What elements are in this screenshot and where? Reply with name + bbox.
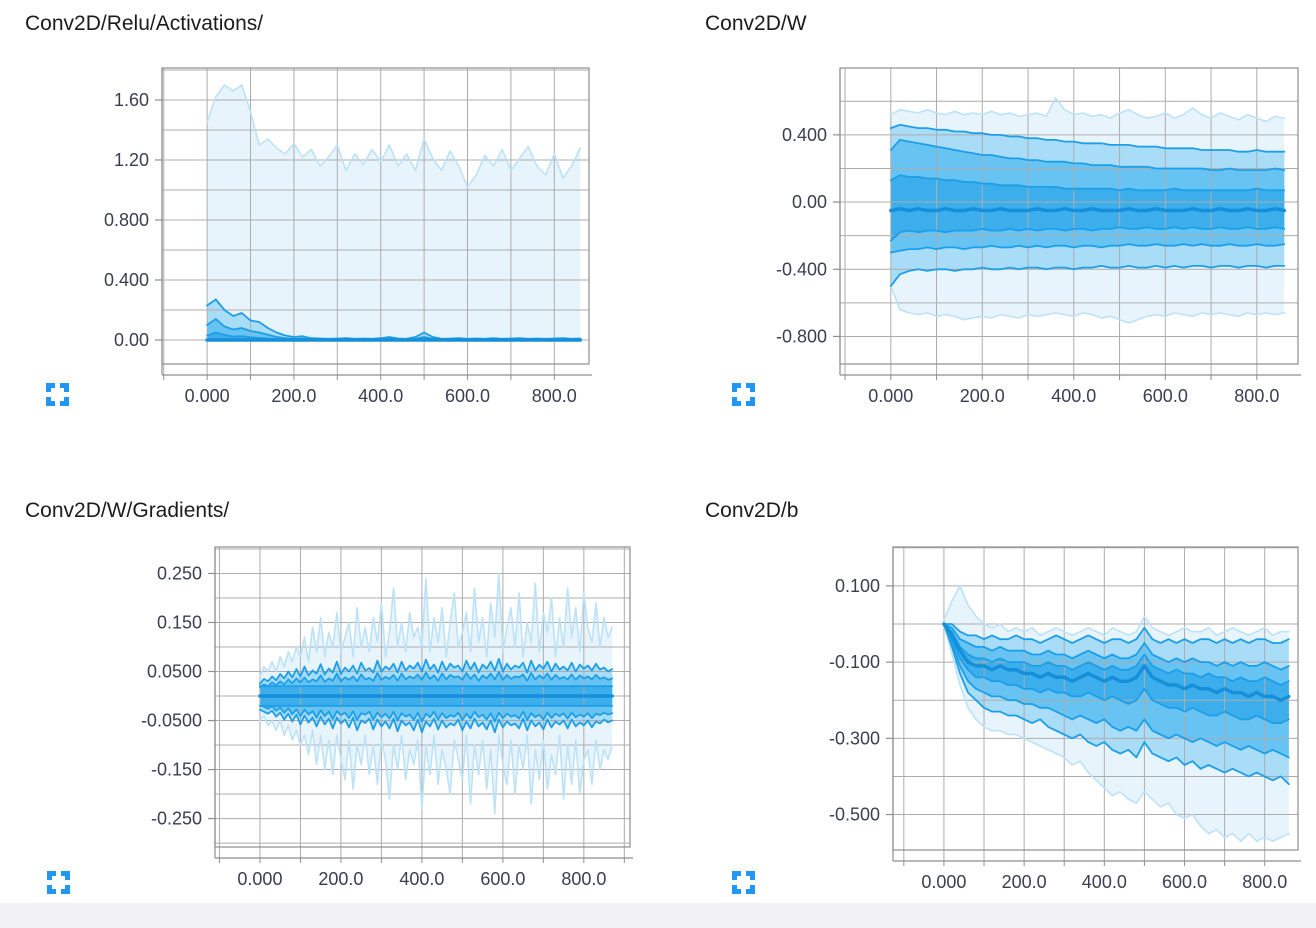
- x-tick-label: 600.0: [445, 386, 490, 406]
- expand-icon-corner: [47, 871, 56, 880]
- x-tick-label: 800.0: [1242, 872, 1287, 892]
- p16-line: [258, 704, 614, 723]
- y-tick-label: 0.400: [782, 125, 827, 145]
- chart-conv2d-relu-activations[interactable]: 0.00 0.400 0.800 1.20 1.60 0.000 200.0 400.0 600…: [104, 67, 592, 406]
- median-line: [942, 622, 1291, 702]
- p84-line: [258, 671, 614, 689]
- p93-line: [258, 657, 614, 685]
- x-tick-label: 600.0: [1143, 386, 1188, 406]
- x-tick-label: 800.0: [532, 386, 577, 406]
- median-line: [889, 207, 1287, 213]
- p69-line: [943, 623, 1290, 686]
- chart-title-conv2d-w-gradients: Conv2D/W/Gradients/: [25, 499, 230, 522]
- x-tick-label: 0.000: [185, 386, 230, 406]
- p84-line: [943, 623, 1290, 671]
- expand-icon-corner: [746, 885, 755, 894]
- y-tick-label: 0.400: [104, 270, 149, 290]
- expand-icon-corner: [746, 871, 755, 880]
- x-tick-label: 400.0: [1082, 872, 1127, 892]
- percentile-band-min-max: [207, 85, 581, 340]
- y-tick-label: 0.00: [792, 192, 827, 212]
- chart-title-conv2d-w: Conv2D/W: [705, 12, 807, 35]
- y-tick-label: -0.250: [151, 809, 202, 829]
- expand-icon[interactable]: [46, 383, 69, 406]
- expand-icon-corner: [732, 885, 741, 894]
- page-footer-strip: [0, 903, 1316, 928]
- p31-line: [889, 226, 1286, 242]
- expand-icon-corner: [60, 397, 69, 406]
- expand-icon-corner: [61, 885, 70, 894]
- y-tick-label: 0.250: [157, 563, 202, 583]
- y-tick-label: -0.300: [829, 728, 880, 748]
- y-tick-label: -0.500: [829, 805, 880, 825]
- x-tick-label: 200.0: [960, 386, 1005, 406]
- p07-line: [889, 264, 1286, 288]
- max-line: [259, 572, 614, 678]
- y-tick-label: 0.800: [104, 210, 149, 230]
- chart-conv2d-w[interactable]: 0.400 0.00 -0.400 -0.800 0.000 200.0 400.0 600.…: [776, 67, 1301, 406]
- x-tick-label: 600.0: [480, 869, 525, 889]
- expand-icon-corner: [732, 383, 741, 392]
- chart-title-conv2d-b: Conv2D/b: [705, 499, 799, 522]
- y-tick-label: 0.150: [157, 612, 202, 632]
- chart-conv2d-b[interactable]: 0.100 -0.100 -0.300 -0.500 0.000 200.0 400.0 60…: [829, 546, 1301, 892]
- expand-icon[interactable]: [732, 383, 755, 406]
- y-tick-label: -0.400: [776, 259, 827, 279]
- max-line: [206, 84, 582, 188]
- p07-line: [943, 623, 1290, 785]
- x-tick-label: 800.0: [561, 869, 606, 889]
- expand-icon-corner: [46, 383, 55, 392]
- x-tick-label: 0.000: [921, 872, 966, 892]
- x-tick-label: 200.0: [1002, 872, 1047, 892]
- x-tick-label: 200.0: [318, 869, 363, 889]
- expand-icon-corner: [732, 871, 741, 880]
- x-tick-label: 800.0: [1234, 386, 1279, 406]
- expand-icon[interactable]: [47, 871, 70, 894]
- y-tick-label: 1.60: [114, 90, 149, 110]
- p16-line: [943, 623, 1290, 759]
- x-tick-label: 600.0: [1162, 872, 1207, 892]
- y-tick-label: -0.800: [776, 326, 827, 346]
- x-tick-label: 400.0: [399, 869, 444, 889]
- x-tick-label: 400.0: [358, 386, 403, 406]
- chart-conv2d-w-gradients[interactable]: 0.250 0.150 0.0500 -0.0500 -0.150 -0.250 0.000…: [141, 546, 633, 889]
- expand-icon-corner: [746, 397, 755, 406]
- min-line: [889, 285, 1286, 324]
- chart-title-conv2d-relu-activations: Conv2D/Relu/Activations/: [25, 12, 264, 35]
- p84-line: [889, 138, 1286, 172]
- y-tick-label: 1.20: [114, 150, 149, 170]
- p31-line: [943, 623, 1290, 724]
- y-tick-label: -0.100: [829, 652, 880, 672]
- min-line: [259, 714, 614, 815]
- p69-line: [889, 174, 1286, 192]
- min-line: [943, 623, 1290, 843]
- y-tick-label: 0.100: [835, 576, 880, 596]
- x-tick-label: 0.000: [868, 386, 913, 406]
- expand-icon-corner: [47, 885, 56, 894]
- y-tick-label: 0.0500: [147, 662, 202, 682]
- expand-icon-corner: [61, 871, 70, 880]
- p16-line: [889, 243, 1286, 254]
- max-line: [943, 585, 1290, 637]
- expand-icon-corner: [746, 383, 755, 392]
- expand-icon-corner: [60, 383, 69, 392]
- y-tick-label: -0.150: [151, 760, 202, 780]
- y-tick-label: 0.00: [114, 330, 149, 350]
- x-tick-label: 0.000: [237, 869, 282, 889]
- y-tick-label: -0.0500: [141, 711, 202, 731]
- x-tick-label: 400.0: [1051, 386, 1096, 406]
- p93-line: [943, 623, 1290, 644]
- expand-icon-corner: [46, 397, 55, 406]
- x-tick-label: 200.0: [271, 386, 316, 406]
- max-line: [889, 97, 1286, 123]
- p93-line: [889, 123, 1286, 153]
- p07-line: [258, 708, 614, 734]
- expand-icon-corner: [732, 397, 741, 406]
- expand-icon[interactable]: [732, 871, 755, 894]
- percentile-band-p31-p69: [943, 624, 1289, 724]
